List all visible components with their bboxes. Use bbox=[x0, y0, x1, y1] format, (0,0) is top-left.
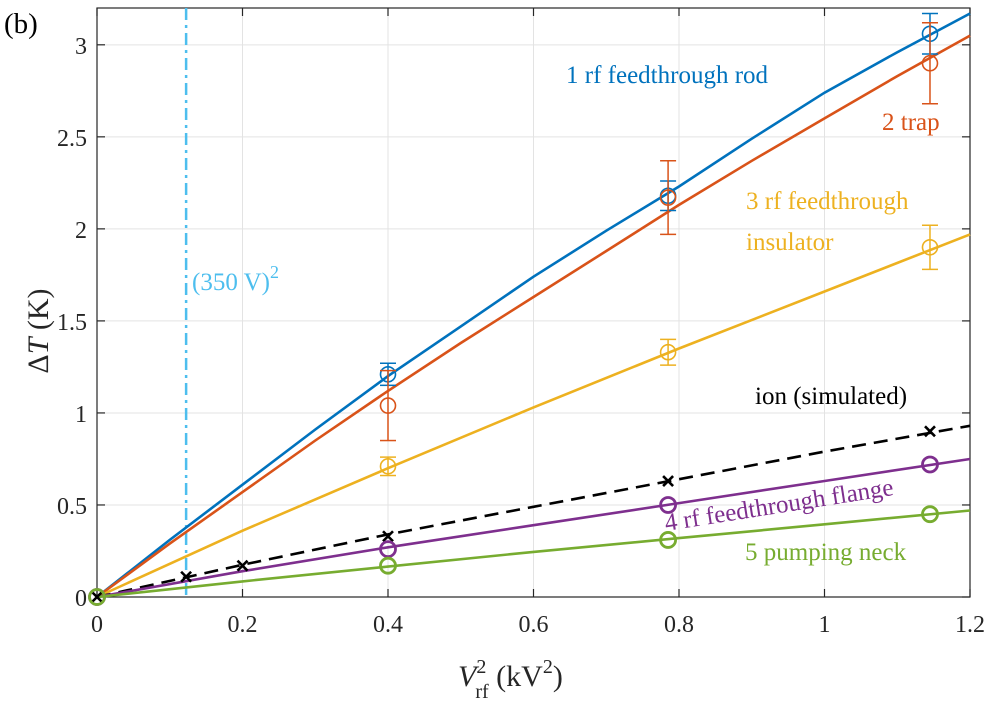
data-point-cross bbox=[924, 425, 936, 438]
x-axis-title-sub: rf bbox=[475, 681, 489, 703]
x-tick-label: 0.4 bbox=[373, 612, 403, 638]
data-point-circle bbox=[379, 397, 397, 414]
annotation-trap: 2 trap bbox=[882, 109, 940, 136]
reference-line-label: (350 V)2 bbox=[192, 262, 279, 296]
data-point-circle bbox=[921, 54, 939, 72]
x-tick-label: 0.2 bbox=[228, 612, 258, 638]
annotation-ion: ion (simulated) bbox=[755, 383, 907, 410]
data-point-circle bbox=[88, 588, 106, 606]
annotation-rod: 1 rf feedthrough rod bbox=[566, 62, 769, 89]
y-tick-label: 0 bbox=[75, 586, 87, 612]
x-axis-title-unit-open: (kV bbox=[489, 660, 543, 693]
x-axis-title-unit-sup: 2 bbox=[543, 656, 553, 678]
annotation-neck: 5 pumping neck bbox=[745, 539, 907, 566]
y-axis-title: ΔT (K) bbox=[22, 288, 55, 373]
data-point-cross bbox=[236, 559, 249, 572]
y-tick-label: 3 bbox=[75, 34, 87, 60]
annotation-insulator-line2: insulator bbox=[746, 229, 834, 256]
data-point-cross bbox=[91, 591, 103, 603]
y-axis-title-delta: Δ bbox=[22, 354, 55, 373]
data-point-cross bbox=[662, 475, 675, 487]
x-tick-label: 1.2 bbox=[955, 612, 985, 638]
series-line-6 bbox=[96, 509, 971, 599]
series-line-3 bbox=[96, 233, 971, 599]
series-line-1 bbox=[96, 12, 971, 599]
series-group bbox=[96, 12, 971, 599]
x-axis-title-sup: 2 bbox=[476, 656, 486, 678]
x-tick-label: 0.8 bbox=[664, 612, 694, 638]
data-point-cross bbox=[382, 530, 394, 543]
data-point-cross bbox=[180, 570, 193, 583]
y-axis-title-var: T bbox=[22, 335, 55, 354]
reference-line-label-text: (350 V) bbox=[192, 269, 270, 296]
x-tick-label: 0.6 bbox=[519, 612, 549, 638]
marker-group bbox=[88, 12, 939, 606]
data-point-circle bbox=[921, 238, 939, 256]
y-tick-label: 2 bbox=[75, 218, 87, 244]
data-point-circle bbox=[659, 496, 677, 514]
data-point-circle bbox=[379, 540, 397, 559]
y-tick-label: 1.5 bbox=[57, 310, 87, 336]
series-line-5 bbox=[96, 457, 971, 599]
y-axis-title-unit: (K) bbox=[22, 288, 55, 337]
x-tick-label: 0 bbox=[91, 612, 103, 638]
x-tick-label: 1 bbox=[819, 612, 831, 638]
axes: 0 0.2 0.4 0.6 0.8 1 1.2 0 0.5 1 1.5 2 2.5 3 bbox=[57, 7, 985, 638]
y-tick-label: 1 bbox=[75, 402, 87, 428]
y-tick-label: 0.5 bbox=[57, 494, 87, 520]
data-point-circle bbox=[921, 455, 939, 474]
data-point-circle bbox=[379, 458, 397, 475]
annotation-insulator-line1: 3 rf feedthrough bbox=[746, 188, 909, 215]
x-axis-title-unit-close: ) bbox=[553, 660, 563, 693]
data-point-circle bbox=[379, 556, 397, 575]
data-point-circle bbox=[921, 505, 939, 524]
data-point-circle bbox=[659, 531, 677, 549]
x-axis-title-var: V bbox=[458, 660, 480, 693]
y-tick-label: 2.5 bbox=[57, 126, 87, 152]
panel-label: (b) bbox=[4, 8, 38, 40]
series-line-2 bbox=[96, 34, 971, 599]
series-line-4 bbox=[96, 424, 971, 599]
reference-line-label-sup: 2 bbox=[270, 262, 279, 282]
data-point-circle bbox=[659, 189, 677, 206]
x-axis-title: V2 rf (kV2) bbox=[458, 656, 563, 703]
data-point-circle bbox=[659, 343, 677, 361]
grid bbox=[96, 8, 971, 598]
